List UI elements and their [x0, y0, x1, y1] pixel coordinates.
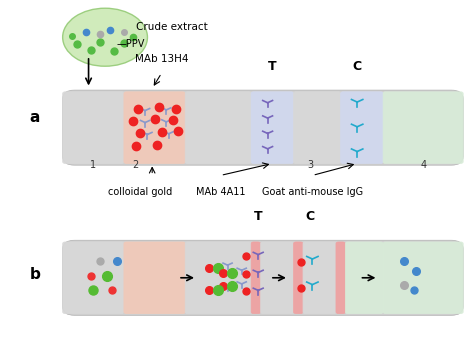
Text: 4: 4 — [420, 160, 426, 170]
Text: 2: 2 — [133, 160, 139, 170]
FancyBboxPatch shape — [251, 242, 261, 314]
Text: C: C — [305, 210, 315, 223]
FancyBboxPatch shape — [336, 242, 346, 314]
FancyBboxPatch shape — [124, 242, 185, 314]
FancyBboxPatch shape — [63, 92, 124, 163]
FancyBboxPatch shape — [251, 92, 293, 163]
FancyBboxPatch shape — [185, 242, 251, 314]
FancyBboxPatch shape — [261, 242, 293, 314]
FancyBboxPatch shape — [63, 90, 463, 165]
FancyBboxPatch shape — [383, 92, 463, 163]
Text: C: C — [353, 60, 362, 73]
Text: T: T — [268, 60, 277, 73]
Text: colloidal gold: colloidal gold — [108, 187, 173, 197]
Text: —PPV: —PPV — [117, 39, 145, 49]
FancyBboxPatch shape — [63, 240, 463, 315]
Text: T: T — [254, 210, 263, 223]
Text: MAb 4A11: MAb 4A11 — [196, 187, 245, 197]
Text: Crude extract: Crude extract — [136, 22, 208, 32]
FancyBboxPatch shape — [383, 242, 463, 314]
Text: b: b — [30, 267, 41, 282]
FancyBboxPatch shape — [346, 242, 383, 314]
Text: 3: 3 — [307, 160, 313, 170]
Text: Goat anti-mouse IgG: Goat anti-mouse IgG — [262, 187, 363, 197]
FancyBboxPatch shape — [185, 92, 251, 163]
FancyBboxPatch shape — [341, 92, 383, 163]
Text: 1: 1 — [90, 160, 96, 170]
Text: MAb 13H4: MAb 13H4 — [135, 54, 188, 64]
FancyBboxPatch shape — [303, 242, 336, 314]
FancyBboxPatch shape — [63, 242, 124, 314]
Text: a: a — [30, 110, 40, 125]
Ellipse shape — [63, 8, 147, 66]
FancyBboxPatch shape — [293, 92, 341, 163]
FancyBboxPatch shape — [293, 242, 303, 314]
FancyBboxPatch shape — [124, 92, 185, 163]
